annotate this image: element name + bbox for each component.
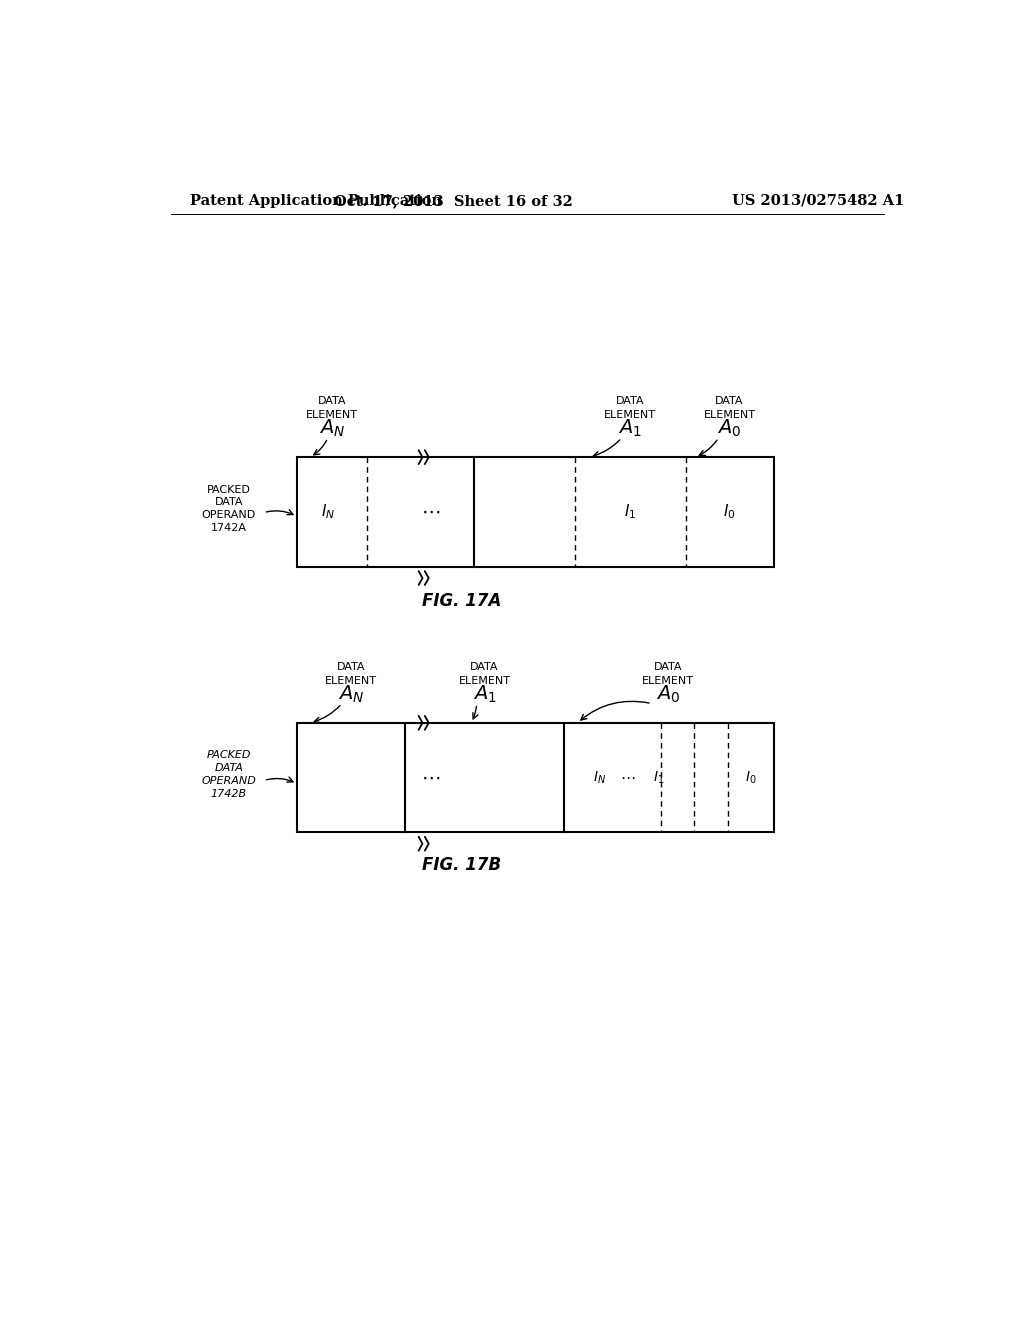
- Text: ELEMENT: ELEMENT: [642, 676, 694, 686]
- Text: FIG. 17A: FIG. 17A: [422, 593, 501, 610]
- Text: $A_1$: $A_1$: [473, 684, 497, 705]
- Text: Patent Application Publication: Patent Application Publication: [190, 194, 442, 207]
- Bar: [297, 723, 773, 832]
- Text: $I_N$: $I_N$: [321, 503, 335, 521]
- Text: $A_0$: $A_0$: [656, 684, 680, 705]
- Text: DATA: DATA: [715, 396, 743, 407]
- Text: ELEMENT: ELEMENT: [459, 676, 511, 686]
- Bar: [297, 457, 773, 566]
- Text: $I_N$: $I_N$: [593, 770, 606, 785]
- Text: $\cdots$: $\cdots$: [621, 771, 636, 784]
- Text: PACKED
DATA
OPERAND
1742A: PACKED DATA OPERAND 1742A: [202, 484, 256, 533]
- Text: DATA: DATA: [616, 396, 644, 407]
- Text: $I_0$: $I_0$: [723, 503, 735, 521]
- Text: $A_N$: $A_N$: [338, 684, 365, 705]
- Text: ELEMENT: ELEMENT: [306, 411, 357, 420]
- Text: $\cdots$: $\cdots$: [421, 503, 440, 521]
- Text: FIG. 17B: FIG. 17B: [422, 857, 501, 874]
- Text: ELEMENT: ELEMENT: [604, 411, 656, 420]
- Text: $A_0$: $A_0$: [718, 418, 741, 440]
- Text: US 2013/0275482 A1: US 2013/0275482 A1: [731, 194, 904, 207]
- Text: PACKED
DATA
OPERAND
1742B: PACKED DATA OPERAND 1742B: [202, 750, 256, 799]
- Text: DATA: DATA: [470, 663, 499, 672]
- Text: ELEMENT: ELEMENT: [326, 676, 377, 686]
- Text: $A_N$: $A_N$: [318, 418, 345, 440]
- Text: DATA: DATA: [337, 663, 366, 672]
- Text: ELEMENT: ELEMENT: [703, 411, 756, 420]
- Text: DATA: DATA: [317, 396, 346, 407]
- Text: DATA: DATA: [654, 663, 682, 672]
- Text: $\cdots$: $\cdots$: [421, 768, 440, 787]
- Text: $A_1$: $A_1$: [618, 418, 642, 440]
- Text: Oct. 17, 2013  Sheet 16 of 32: Oct. 17, 2013 Sheet 16 of 32: [334, 194, 573, 207]
- Text: $I_1$: $I_1$: [653, 770, 665, 785]
- Text: $I_0$: $I_0$: [744, 770, 756, 785]
- Text: $I_1$: $I_1$: [624, 503, 636, 521]
